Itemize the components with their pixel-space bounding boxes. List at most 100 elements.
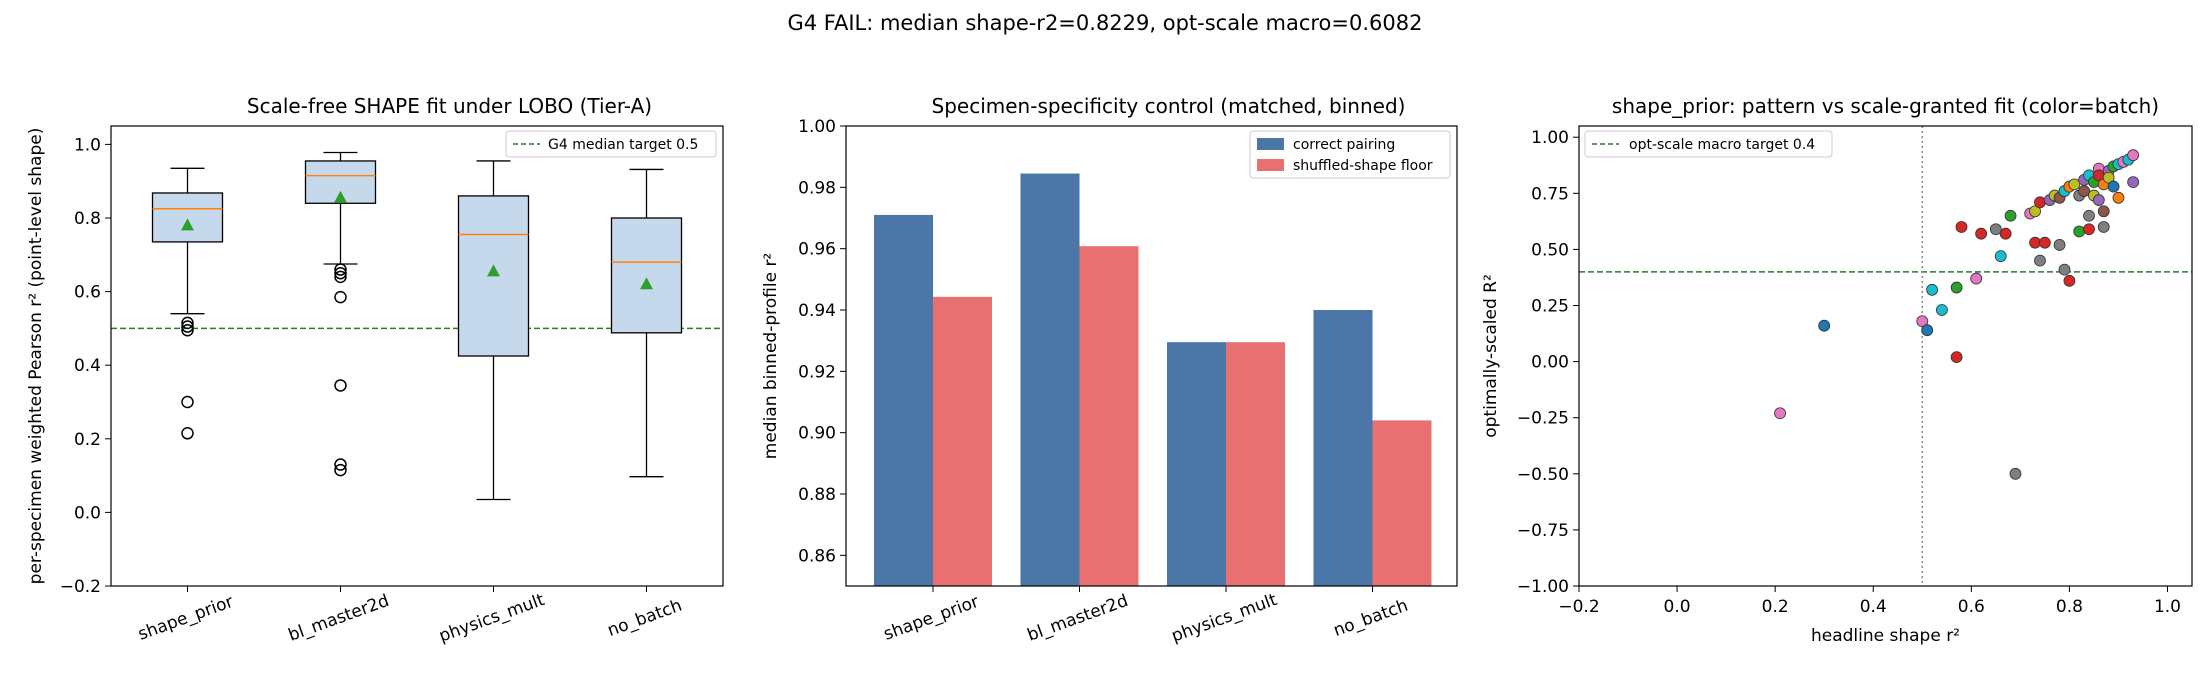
boxplot-ylabel: per-specimen weighted Pearson r² (point-…: [26, 128, 46, 585]
scatter-point: [1916, 315, 1929, 328]
scatter-point: [1950, 351, 1963, 364]
boxplot-plot-area: −0.2 0.0 0.2 0.4 0.6 0.8 1.0 shape_prior bl_mast…: [60, 135, 723, 647]
bar-0: [874, 214, 933, 586]
mean-marker: [487, 264, 500, 277]
boxplot-legend: G4 median target 0.5: [505, 130, 717, 158]
box: [610, 217, 683, 334]
boxplot-legend-label: G4 median target 0.5: [548, 137, 698, 153]
x-tick-label: 0.4: [1860, 597, 1887, 617]
scatter-legend-box: [1584, 130, 1833, 158]
outlier-point: [334, 379, 347, 392]
legend-label-correct-pairing: correct pairing: [1293, 137, 1395, 153]
outlier-point: [181, 320, 194, 333]
scatter-point: [2034, 254, 2046, 267]
boxplot-title: Scale-free SHAPE fit under LOBO (Tier-A): [247, 94, 652, 118]
scatter-point: [2058, 263, 2071, 276]
x-tick-label: bl_master2d: [1025, 591, 1131, 646]
scatter-legend: opt-scale macro target 0.4: [1584, 130, 1833, 158]
scatter-point: [2034, 196, 2046, 209]
bar-1: [933, 296, 992, 586]
outlier-point: [334, 270, 347, 284]
scatter-point: [2097, 205, 2110, 218]
x-tick-label: physics_mult: [1169, 590, 1280, 647]
bar-0: [1020, 173, 1080, 587]
scatter-point: [2068, 178, 2081, 191]
outlier-point: [334, 263, 347, 276]
y-tick-label: 0.00: [1531, 353, 1569, 373]
outlier-point: [334, 266, 347, 280]
y-tick-label: 0.25: [1531, 297, 1569, 317]
y-tick-label: 0.0: [74, 503, 101, 523]
scatter-ylabel: optimally-scaled R²: [1481, 274, 1501, 438]
barchart-frame: [845, 125, 1458, 587]
x-tick-label: 0.6: [1958, 597, 1985, 617]
outlier-point: [334, 458, 347, 471]
scatter-point: [2029, 236, 2041, 249]
barchart-ylabel: median binned-profile r²: [761, 253, 781, 459]
scatter-point: [2107, 180, 2120, 193]
scatter-point: [2073, 225, 2086, 238]
y-tick-label: 0.4: [74, 356, 101, 376]
scatter-point: [2009, 467, 2022, 480]
y-tick-label: 0.96: [798, 240, 836, 260]
scatter-xlabel: headline shape r²: [1811, 626, 1960, 646]
scatter-point: [1975, 227, 1988, 240]
bar-1: [1226, 342, 1285, 586]
boxplot-legend-box: [505, 130, 717, 158]
x-tick-label: physics_mult: [436, 590, 547, 647]
legend-swatch-correct-pairing: [1257, 138, 1284, 150]
scatter-point: [2092, 194, 2105, 206]
boxplot-frame: [110, 125, 724, 587]
legend-label-shuffled: shuffled-shape floor: [1293, 158, 1433, 174]
x-tick-label: 0.8: [2056, 597, 2083, 617]
scatter-point: [2063, 274, 2076, 287]
bar-0: [1313, 310, 1373, 586]
x-tick-label: shape_prior: [881, 592, 982, 645]
x-tick-label: no_batch: [1331, 596, 1411, 641]
y-tick-label: 1.00: [798, 117, 836, 137]
scatter-point: [2102, 171, 2115, 184]
boxplot-panel: Scale-free SHAPE fit under LOBO (Tier-A)…: [26, 94, 724, 647]
outlier-point: [334, 290, 347, 304]
scatter-legend-label: opt-scale macro target 0.4: [1629, 137, 1815, 153]
scatter-point: [1970, 272, 1983, 285]
y-tick-label: −0.75: [1517, 521, 1569, 541]
y-tick-label: 0.6: [74, 283, 101, 303]
y-tick-label: 0.86: [798, 546, 836, 566]
barchart-legend-box: [1249, 130, 1451, 179]
scatter-point: [2127, 149, 2140, 162]
x-tick-label: no_batch: [605, 596, 685, 641]
barchart-plot-area: 0.86 0.88 0.90 0.92 0.94 0.96 0.98 1.00 shape_pr…: [798, 117, 1432, 647]
bar-1: [1079, 246, 1139, 587]
y-tick-label: 1.0: [74, 135, 101, 155]
y-tick-label: 0.98: [798, 178, 836, 198]
y-tick-label: 0.8: [74, 209, 101, 229]
legend-swatch-shuffled: [1257, 159, 1284, 171]
x-tick-label: −0.2: [1558, 597, 1599, 617]
scatter-point: [2038, 236, 2051, 249]
scatter-point: [2004, 209, 2017, 222]
scatter-point: [2112, 191, 2125, 204]
scatter-point: [2083, 209, 2095, 222]
x-tick-label: bl_master2d: [286, 591, 392, 646]
y-tick-label: 0.2: [74, 430, 101, 450]
y-tick-label: −0.2: [60, 577, 101, 597]
y-tick-label: −1.00: [1517, 577, 1569, 597]
scatter-point: [1950, 281, 1963, 294]
scatter-point: [2029, 205, 2041, 218]
y-tick-label: 1.00: [1531, 128, 1569, 148]
scatter-title: shape_prior: pattern vs scale-granted fi…: [1612, 94, 2159, 118]
outlier-point: [181, 427, 194, 440]
outlier-point: [181, 323, 194, 337]
scatter-plot-area: −1.00−0.75−0.50−0.250.000.250.500.751.00…: [1517, 126, 2192, 617]
scatter-point: [1921, 324, 1934, 337]
y-tick-label: 0.75: [1531, 184, 1569, 204]
scatter-point: [1774, 407, 1786, 420]
scatter-panel: shape_prior: pattern vs scale-granted fi…: [1481, 94, 2193, 646]
mean-marker: [181, 218, 194, 231]
y-tick-label: 0.88: [798, 485, 836, 505]
y-tick-label: 0.50: [1531, 240, 1569, 260]
scatter-point: [1989, 223, 2002, 236]
x-tick-label: shape_prior: [136, 592, 237, 645]
